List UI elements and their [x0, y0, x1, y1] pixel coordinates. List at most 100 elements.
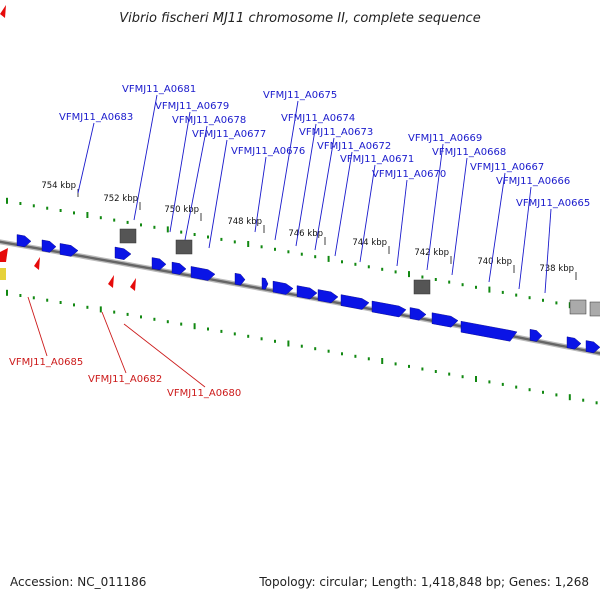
- track-dot: [126, 312, 129, 316]
- reverse-gene-arrow: [108, 275, 114, 288]
- label-leader-line: [488, 172, 506, 283]
- forward-gene-arrow: [190, 266, 216, 281]
- gene-label-vfmj11-a0668: VFMJ11_A0668: [432, 147, 506, 158]
- forward-gene-arrow: [529, 329, 543, 342]
- track-dot: [260, 245, 263, 249]
- track-dot: [434, 370, 437, 373]
- kbp-label: 750 kbp: [164, 205, 199, 215]
- gene-labels: VFMJ11_A0683 VFMJ11_A0681 VFMJ11_A0679 VFMJ…: [9, 84, 590, 399]
- label-leader-line: [101, 311, 127, 374]
- kbp-label: 738 kbp: [539, 264, 574, 274]
- track-dot: [73, 211, 75, 215]
- track-dot: [542, 298, 544, 302]
- gene-label-vfmj11-a0674: VFMJ11_A0674: [281, 113, 355, 124]
- track-dot: [568, 394, 571, 401]
- track-dot: [207, 327, 209, 331]
- track-dot: [153, 225, 156, 229]
- track-dot: [408, 364, 410, 368]
- label-leader-line: [426, 143, 444, 271]
- track-dot: [475, 376, 477, 382]
- reverse-gene-arrow: [130, 278, 136, 291]
- track-dot: [341, 260, 343, 264]
- track-dot: [448, 372, 451, 376]
- track-dot: [300, 252, 303, 256]
- label-leader-line: [334, 151, 353, 257]
- kbp-label: 748 kbp: [227, 217, 262, 227]
- gene-label-vfmj11-a0675: VFMJ11_A0675: [263, 90, 337, 101]
- track-dot: [501, 290, 504, 294]
- track-dot: [32, 204, 35, 208]
- forward-gene-arrow: [585, 340, 600, 354]
- track-dot: [488, 286, 491, 293]
- forward-gene-arrow: [171, 261, 187, 275]
- gray-feature: [413, 279, 431, 295]
- forward-gene-arrow: [261, 277, 269, 290]
- forward-gene-arrow: [114, 246, 132, 260]
- track-dot: [582, 398, 585, 402]
- label-leader-line: [396, 179, 408, 267]
- track-dot: [73, 303, 75, 307]
- track-dot: [327, 255, 330, 262]
- label-leader-line: [133, 94, 158, 221]
- track-dot: [86, 212, 89, 218]
- reverse-gene-arrow: [34, 257, 40, 270]
- gene-label-vfmj11-a0683: VFMJ11_A0683: [59, 112, 133, 123]
- track-dot: [19, 202, 22, 205]
- forward-gene-arrow: [296, 285, 318, 300]
- track-dot: [314, 255, 317, 259]
- track-dot: [180, 230, 183, 234]
- forward-gene-arrow: [371, 300, 407, 318]
- gray-feature: [175, 239, 193, 255]
- track-dot: [528, 296, 531, 300]
- gene-label-vfmj11-a0682: VFMJ11_A0682: [88, 374, 162, 385]
- track-dot: [528, 388, 531, 392]
- kbp-label: 740 kbp: [477, 257, 512, 267]
- gene-label-vfmj11-a0681: VFMJ11_A0681: [122, 84, 196, 95]
- track-dot: [153, 317, 156, 321]
- label-leader-line: [123, 323, 206, 388]
- track-dot: [381, 358, 384, 364]
- gene-label-vfmj11-a0678: VFMJ11_A0678: [172, 115, 246, 126]
- track-dot: [274, 339, 276, 343]
- track-dot: [367, 265, 370, 269]
- track-dot: [501, 382, 504, 386]
- track-dot: [542, 390, 544, 394]
- track-dot: [193, 233, 196, 236]
- track-dot: [488, 380, 491, 384]
- track-dot: [86, 305, 89, 309]
- track-dot: [113, 218, 116, 222]
- reverse-gene-arrow: [0, 5, 6, 18]
- gene-label-vfmj11-a0666: VFMJ11_A0666: [496, 176, 570, 187]
- track-dot: [193, 323, 196, 330]
- track-dot: [19, 294, 22, 297]
- forward-gene-arrow: [151, 257, 167, 271]
- gray-feature: [119, 228, 137, 244]
- track-dot: [354, 262, 357, 266]
- track-dot: [99, 306, 102, 313]
- forward-gene-arrow: [566, 336, 582, 350]
- track-dot: [180, 322, 183, 326]
- track-dot: [314, 347, 317, 351]
- gene-label-vfmj11-a0671: VFMJ11_A0671: [340, 154, 414, 165]
- label-leader-line: [184, 125, 208, 241]
- track-dot: [341, 352, 343, 356]
- gene-label-vfmj11-a0672: VFMJ11_A0672: [317, 141, 391, 152]
- track-dot: [515, 385, 518, 389]
- gene-label-vfmj11-a0677: VFMJ11_A0677: [192, 129, 266, 140]
- track-dot: [475, 285, 477, 289]
- label-leaders: [27, 94, 552, 388]
- track-dot: [367, 357, 370, 361]
- track-dot: [166, 320, 169, 324]
- forward-gene-arrow: [409, 307, 427, 321]
- track-dot: [408, 271, 410, 278]
- track-dot: [6, 197, 8, 204]
- track-dot: [6, 289, 8, 296]
- track-dot: [595, 401, 598, 405]
- track-dot: [327, 349, 330, 353]
- track-dot: [394, 270, 397, 274]
- track-dot: [247, 334, 250, 338]
- forward-gene-arrow: [59, 243, 79, 257]
- track-dot: [166, 226, 169, 233]
- track-dot: [113, 310, 116, 314]
